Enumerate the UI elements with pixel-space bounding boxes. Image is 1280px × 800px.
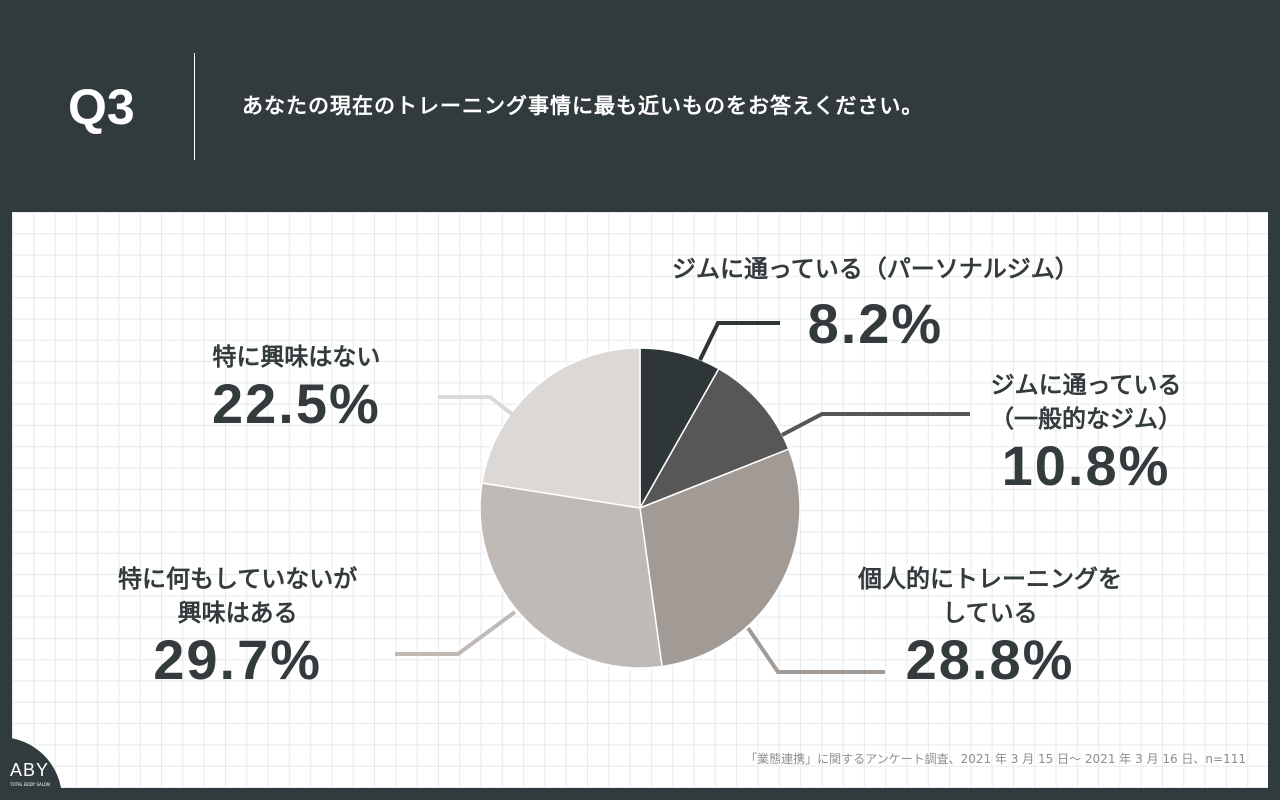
- question-number: Q3: [68, 79, 135, 135]
- slice-label-4: 特に興味はない 22.5%: [212, 340, 381, 434]
- value-label: 10.8%: [1001, 434, 1171, 497]
- pie-slice-3: [479, 482, 663, 669]
- leader-line-2: [746, 626, 885, 674]
- category-label: 個人的にトレーニングを: [858, 565, 1122, 593]
- slice-label-2: 個人的にトレーニングを している 28.8%: [858, 562, 1122, 690]
- value-label: 22.5%: [212, 372, 381, 435]
- pie-slice-4: [481, 347, 641, 509]
- slice-label-1: ジムに通っている （一般的なジム） 10.8%: [990, 368, 1182, 496]
- category-label: （一般的なジム）: [990, 405, 1182, 433]
- logo: ABY: [10, 760, 50, 780]
- category-label: 特に興味はない: [212, 343, 381, 371]
- chart-panel: [12, 212, 1268, 788]
- slice-label-3: 特に何もしていないが 興味はある 29.7%: [118, 562, 357, 690]
- pie-slice-2: [639, 448, 801, 668]
- leader-line-4: [438, 395, 515, 417]
- question-text: あなたの現在のトレーニング事情に最も近いものをお答えください。: [242, 94, 924, 118]
- value-label: 28.8%: [905, 628, 1075, 691]
- category-label: ジムに通っている（パーソナルジム）: [672, 255, 1079, 283]
- footnote: 「業態連携」に関するアンケート調査、2021 年 3 月 15 日～ 2021 …: [745, 752, 1246, 766]
- logo-subtitle: TOTAL BODY SALON: [10, 782, 50, 787]
- leader-line-0: [698, 321, 780, 361]
- category-label: 特に何もしていないが: [118, 565, 358, 593]
- value-label: 8.2%: [807, 292, 944, 355]
- category-label: 興味はある: [177, 599, 298, 627]
- value-label: 29.7%: [153, 628, 323, 691]
- slice-label-0: ジムに通っている（パーソナルジム） 8.2%: [672, 252, 1079, 354]
- leader-line-1: [781, 412, 970, 437]
- category-label: ジムに通っている: [990, 371, 1182, 399]
- category-label: している: [942, 599, 1038, 627]
- pie-slice-1: [638, 367, 790, 510]
- header-divider: [194, 53, 195, 160]
- leader-line-3: [395, 610, 517, 656]
